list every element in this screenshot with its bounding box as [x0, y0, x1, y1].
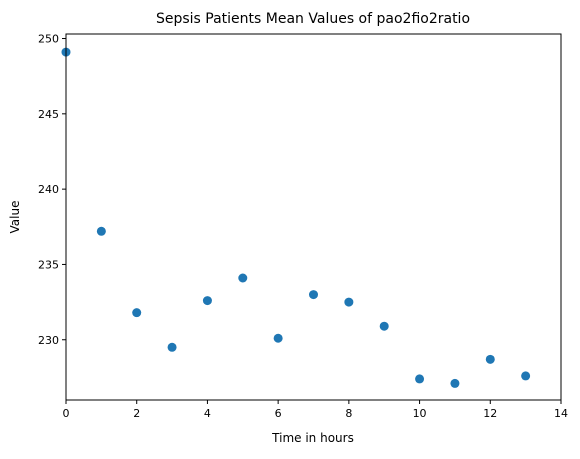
x-tick-label-1: 2 [133, 407, 140, 420]
data-point-0-9 [379, 321, 389, 331]
x-tick-label-4: 8 [345, 407, 352, 420]
y-axis-ticks: 230 235 240 245 250 [38, 33, 66, 347]
x-tick-label-0: 0 [63, 407, 70, 420]
x-tick-label-5: 10 [413, 407, 427, 420]
x-tick-label-3: 6 [275, 407, 282, 420]
data-point-0-4 [202, 296, 212, 306]
x-tick-label-2: 4 [204, 407, 211, 420]
data-point-0-10 [415, 374, 425, 384]
y-axis-label: Value [8, 201, 22, 234]
x-tick-label-7: 14 [554, 407, 568, 420]
plot-frame [65, 33, 562, 401]
data-point-0-12 [485, 354, 495, 364]
data-point-0-13 [521, 371, 531, 381]
y-tick-label-0: 230 [38, 334, 59, 347]
data-points [61, 47, 531, 388]
data-point-0-5 [238, 273, 248, 283]
y-tick-label-1: 235 [38, 258, 59, 271]
data-point-0-6 [273, 333, 283, 343]
y-tick-label-4: 250 [38, 33, 59, 46]
chart-title: Sepsis Patients Mean Values of pao2fio2r… [156, 11, 470, 27]
y-tick-label-2: 240 [38, 183, 59, 196]
data-point-0-1 [96, 226, 106, 236]
data-point-0-11 [450, 378, 460, 388]
data-point-0-2 [132, 308, 142, 318]
x-tick-label-6: 12 [483, 407, 497, 420]
data-point-0-3 [167, 342, 177, 352]
data-point-0-7 [309, 290, 318, 300]
x-axis-label: Time in hours [271, 431, 354, 445]
y-tick-label-3: 245 [38, 108, 59, 121]
x-axis-ticks: 0 2 4 6 8 10 12 14 [63, 400, 568, 420]
data-point-0-8 [344, 297, 354, 307]
